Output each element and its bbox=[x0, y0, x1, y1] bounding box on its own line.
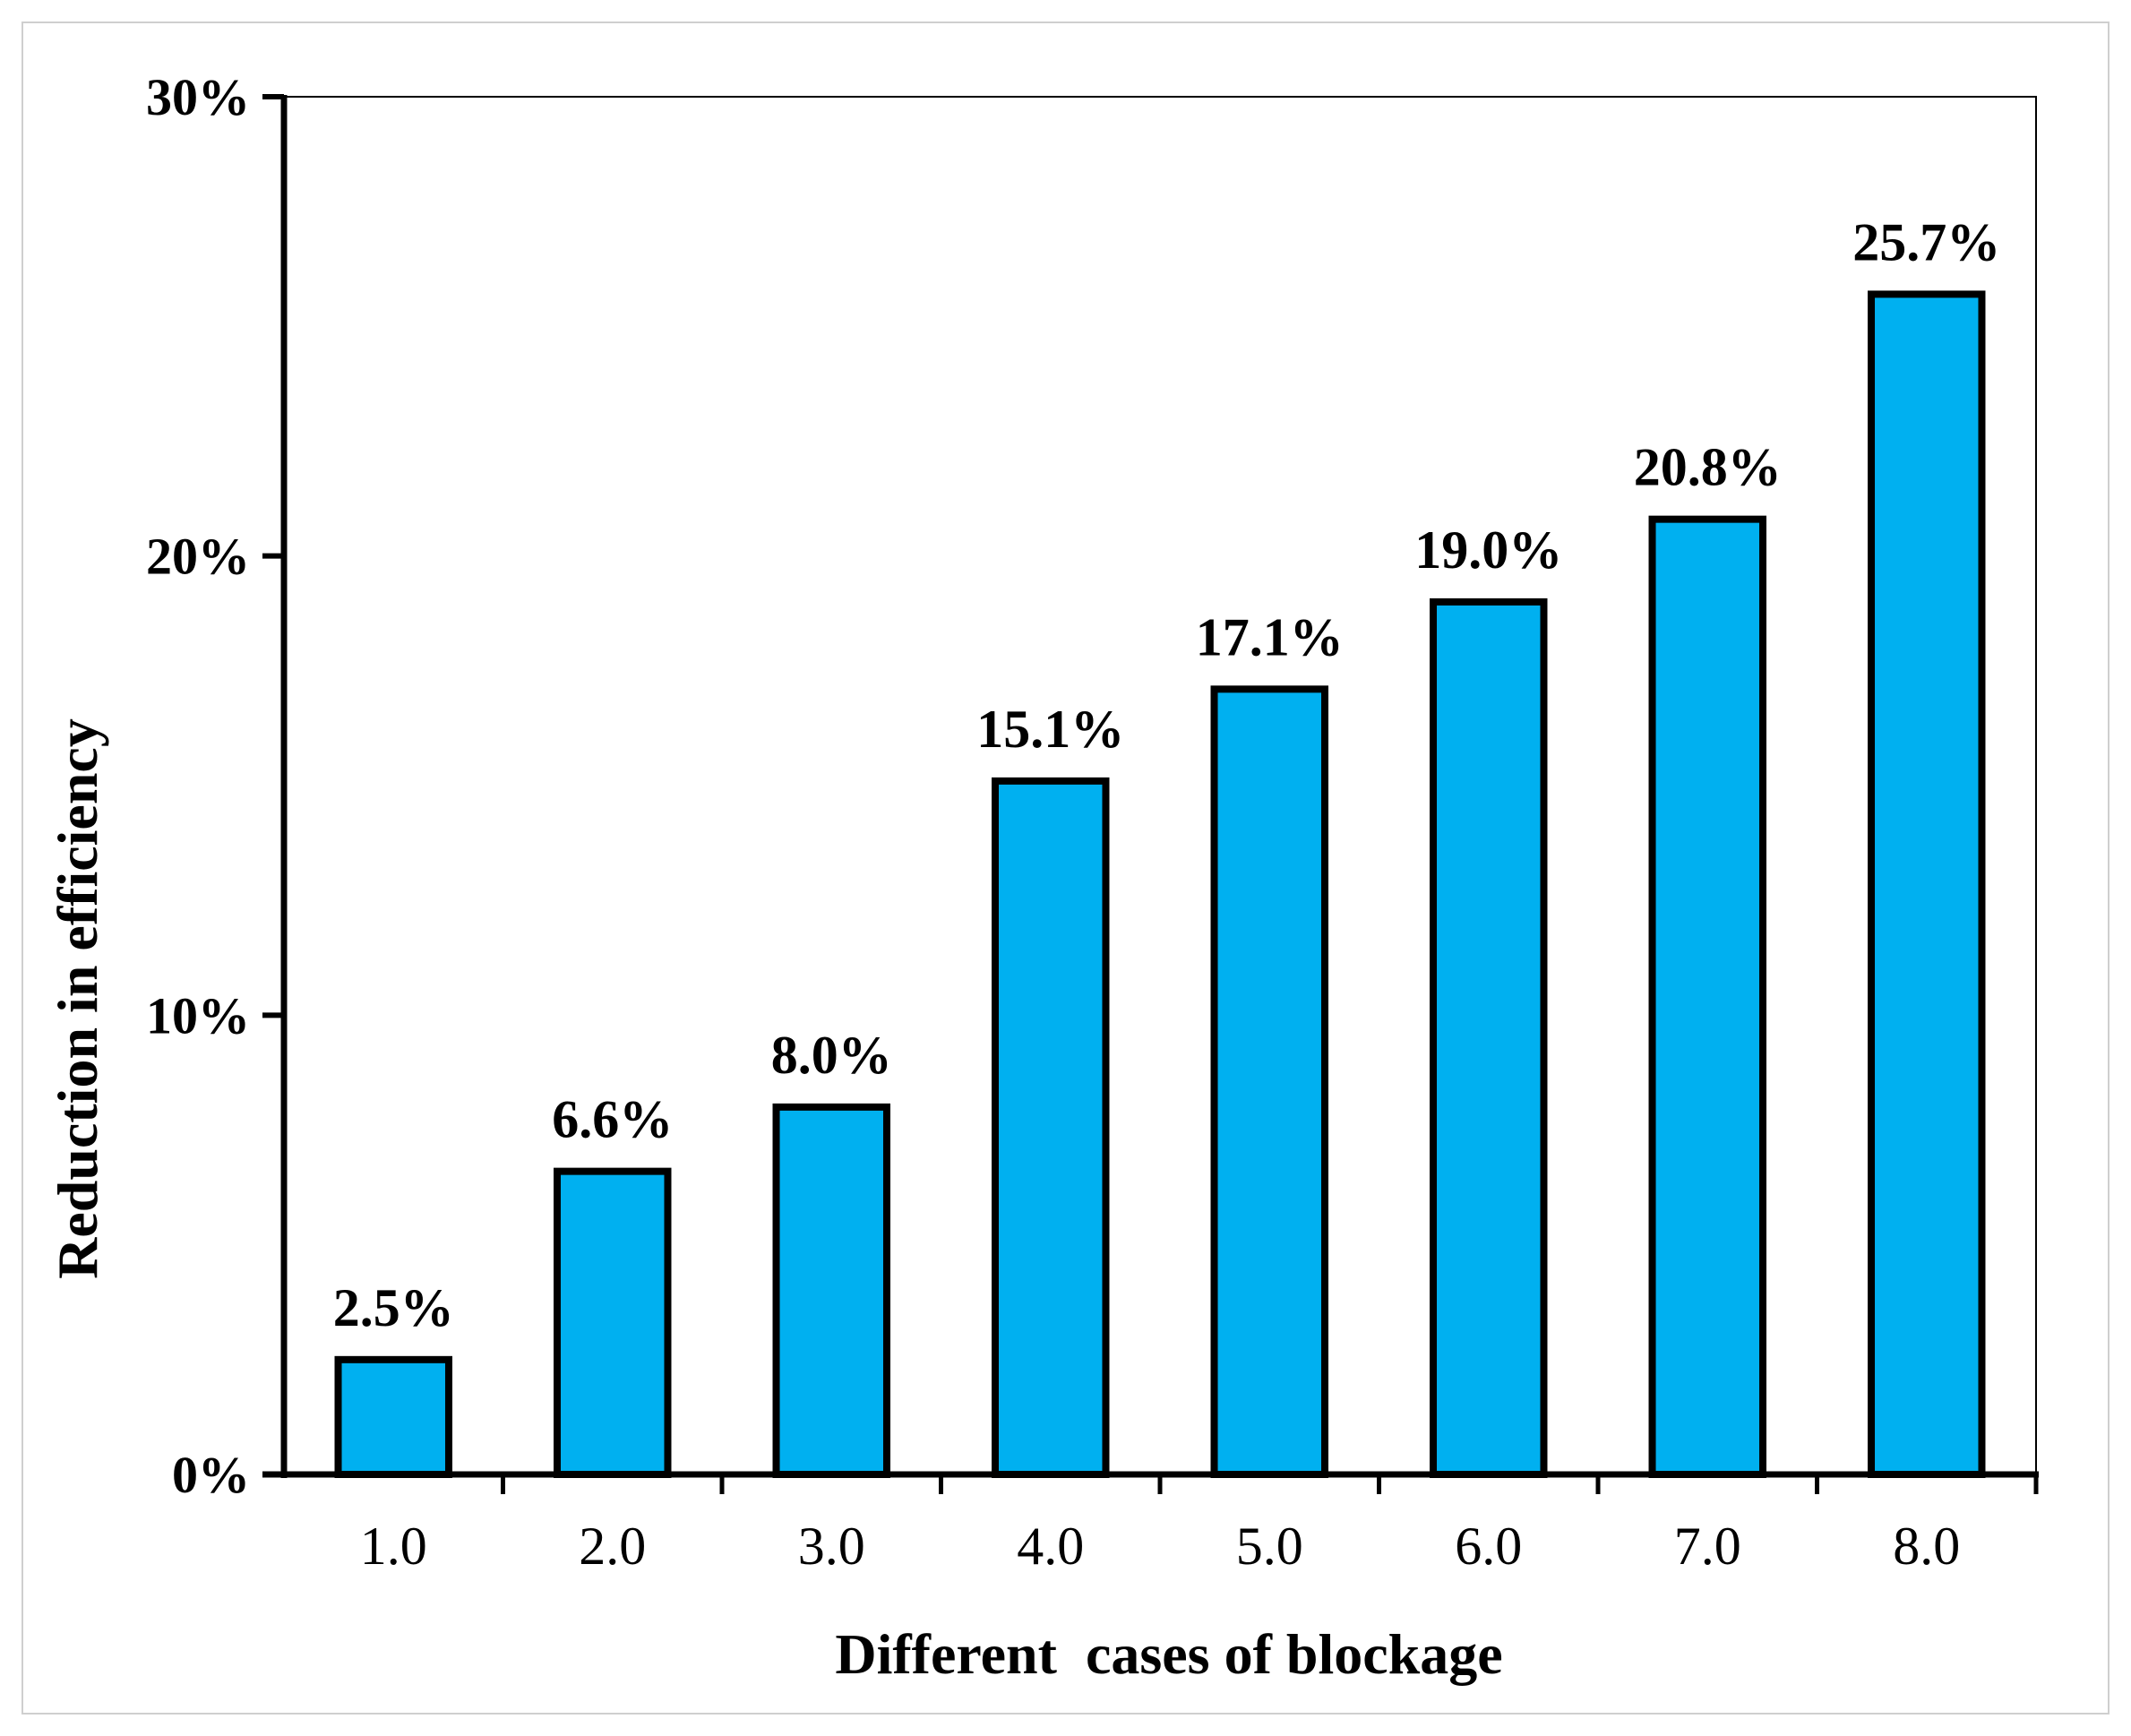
data-label: 6.6% bbox=[552, 1090, 673, 1149]
y-tick-label: 0% bbox=[172, 1446, 250, 1504]
x-tick-label: 1.0 bbox=[360, 1517, 427, 1576]
x-tick-label: 7.0 bbox=[1674, 1517, 1741, 1576]
axes-layer: 0% 10% 20% 30% 1.0 2.0 3.0 4.0 5.0 6.0 7.0 8.0 bbox=[146, 68, 2039, 1576]
data-label: 8.0% bbox=[771, 1026, 892, 1085]
data-label: 19.0% bbox=[1414, 520, 1562, 580]
bar bbox=[1210, 685, 1328, 1478]
bar bbox=[334, 1355, 452, 1479]
data-label: 15.1% bbox=[976, 700, 1124, 759]
data-label: 17.1% bbox=[1196, 607, 1344, 666]
y-axis-title: Reduction in efficiency bbox=[46, 718, 109, 1279]
data-label: 25.7% bbox=[1852, 212, 2000, 271]
bar bbox=[992, 777, 1110, 1478]
x-tick-label: 2.0 bbox=[579, 1517, 646, 1576]
x-tick-label: 6.0 bbox=[1455, 1517, 1522, 1576]
labels-layer: 2.5% 6.6% 8.0% 15.1% 17.1% 19.0% 20.8% 25.7% bbox=[333, 212, 2001, 1336]
y-tick-label: 10% bbox=[146, 986, 250, 1044]
x-tick-label: 5.0 bbox=[1236, 1517, 1303, 1576]
plot-area-border bbox=[283, 96, 2037, 1475]
y-tick-label: 20% bbox=[146, 528, 250, 586]
bar bbox=[1648, 515, 1766, 1478]
bar bbox=[1430, 597, 1548, 1478]
bar bbox=[772, 1103, 890, 1479]
data-label: 20.8% bbox=[1634, 438, 1782, 497]
x-tick-label: 3.0 bbox=[798, 1517, 865, 1576]
y-tick-label: 30% bbox=[146, 68, 250, 126]
data-label: 2.5% bbox=[333, 1278, 454, 1337]
x-axis-title: Different cases of blockage bbox=[835, 1622, 1502, 1686]
x-tick-label: 8.0 bbox=[1893, 1517, 1960, 1576]
x-tick-label: 4.0 bbox=[1017, 1517, 1084, 1576]
bar bbox=[554, 1167, 672, 1478]
bar bbox=[1868, 290, 1986, 1478]
